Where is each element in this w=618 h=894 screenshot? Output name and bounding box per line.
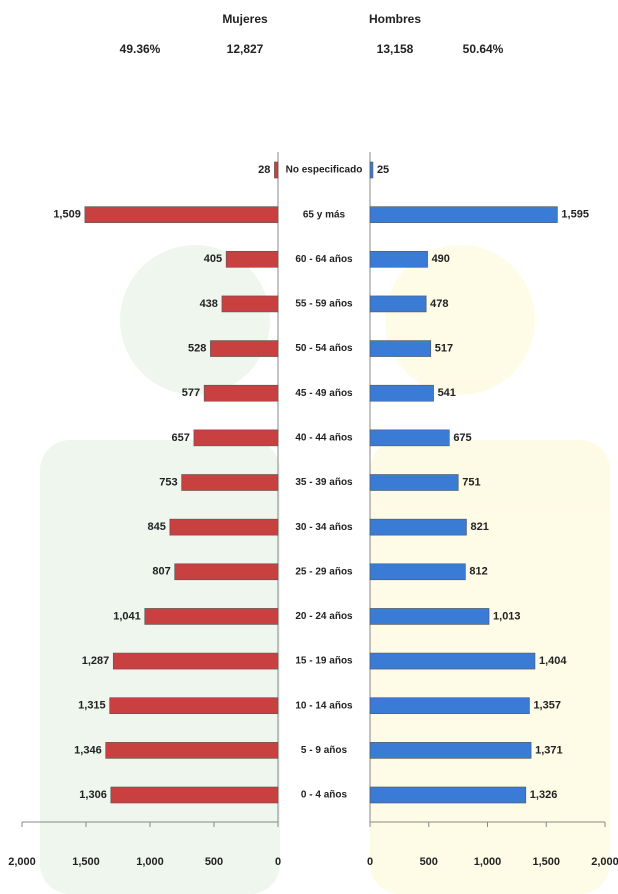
bar — [369, 474, 459, 491]
bar — [210, 340, 279, 357]
bar — [84, 206, 279, 223]
value-label: 1,315 — [78, 700, 106, 712]
x-tick-label: 1,000 — [474, 856, 502, 868]
bar — [369, 384, 434, 402]
value-label: 1,595 — [561, 209, 589, 221]
category-label: 45 - 49 años — [295, 388, 353, 399]
value-label: 517 — [435, 342, 453, 354]
category-label: 15 - 19 años — [295, 656, 353, 667]
value-label: 1,404 — [539, 655, 567, 667]
value-label: 753 — [159, 476, 177, 488]
value-label: 577 — [182, 387, 200, 399]
value-label: 405 — [204, 253, 222, 265]
value-label: 1,371 — [535, 744, 563, 756]
category-label: 25 - 29 años — [295, 566, 353, 577]
value-label: 28 — [258, 164, 270, 176]
bar — [109, 697, 279, 715]
bar — [144, 608, 279, 625]
value-label: 1,357 — [533, 700, 561, 712]
x-tick-label: 0 — [367, 856, 373, 868]
value-label: 541 — [438, 387, 456, 399]
x-tick-label: 500 — [205, 856, 223, 868]
bar — [369, 429, 450, 447]
series-share: 50.64% — [463, 42, 504, 56]
category-label: 10 - 14 años — [295, 700, 353, 711]
value-label: 751 — [462, 476, 480, 488]
bar — [369, 206, 558, 223]
category-label: 50 - 54 años — [295, 343, 353, 354]
x-tick-label: 2,000 — [591, 856, 618, 868]
bar — [369, 563, 466, 581]
value-label: 675 — [453, 432, 471, 444]
bar — [169, 518, 279, 536]
bar — [105, 742, 279, 759]
value-label: 1,509 — [53, 209, 81, 221]
value-label: 1,013 — [493, 610, 521, 622]
series-total: 13,158 — [377, 42, 414, 56]
bar — [369, 340, 432, 357]
series-name: Mujeres — [222, 12, 268, 26]
bar — [369, 652, 536, 670]
category-label: 55 - 59 años — [295, 299, 353, 310]
value-label: 845 — [147, 521, 165, 533]
bar — [369, 161, 374, 179]
bar — [369, 786, 527, 804]
bar — [274, 161, 279, 179]
value-label: 478 — [430, 298, 448, 310]
value-label: 528 — [188, 342, 206, 354]
value-label: 1,326 — [530, 789, 558, 801]
value-label: 438 — [200, 298, 218, 310]
bar — [181, 474, 279, 491]
series-share: 49.36% — [120, 42, 161, 56]
value-label: 807 — [152, 566, 170, 578]
bar — [203, 384, 279, 402]
value-label: 812 — [469, 566, 487, 578]
x-tick-label: 1,500 — [532, 856, 560, 868]
category-label: No especificado — [286, 165, 363, 176]
value-label: 1,287 — [82, 655, 110, 667]
bar — [369, 250, 428, 268]
category-label: 0 - 4 años — [301, 790, 348, 801]
bar — [110, 786, 279, 804]
category-label: 65 y más — [303, 209, 346, 220]
bar — [225, 250, 279, 268]
series-total: 12,827 — [227, 42, 264, 56]
category-label: 30 - 34 años — [295, 522, 353, 533]
series-name: Hombres — [369, 12, 421, 26]
bar — [369, 518, 467, 536]
category-label: 60 - 64 años — [295, 254, 353, 265]
bar — [112, 652, 279, 670]
value-label: 1,306 — [79, 789, 107, 801]
x-tick-label: 0 — [275, 856, 281, 868]
x-tick-label: 1,500 — [72, 856, 100, 868]
value-label: 490 — [432, 253, 450, 265]
bar — [369, 697, 530, 715]
category-label: 40 - 44 años — [295, 432, 353, 443]
category-label: 20 - 24 años — [295, 611, 353, 622]
bar — [174, 563, 279, 581]
bar — [221, 295, 279, 313]
value-label: 1,041 — [113, 610, 141, 622]
value-label: 821 — [470, 521, 488, 533]
bar — [193, 429, 279, 447]
value-label: 25 — [377, 164, 389, 176]
category-label: 35 - 39 años — [295, 477, 353, 488]
bar — [369, 608, 490, 625]
bar — [369, 295, 427, 313]
x-tick-label: 2,000 — [8, 856, 36, 868]
x-tick-label: 500 — [420, 856, 438, 868]
value-label: 1,346 — [74, 744, 102, 756]
value-label: 657 — [172, 432, 190, 444]
x-tick-label: 1,000 — [136, 856, 164, 868]
bar — [369, 742, 532, 759]
category-label: 5 - 9 años — [301, 745, 348, 756]
